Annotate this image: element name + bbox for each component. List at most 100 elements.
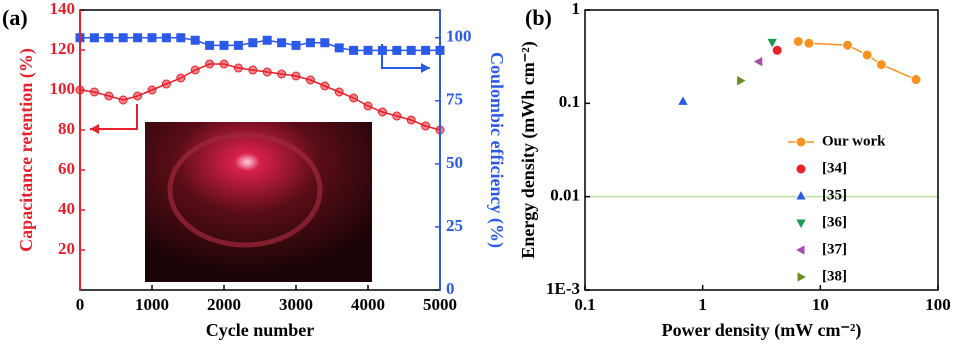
marker bbox=[176, 33, 186, 43]
marker bbox=[89, 87, 99, 97]
legend-marker bbox=[795, 136, 807, 148]
y-axis-label: Energy density (mWh cm⁻²) bbox=[518, 41, 539, 258]
marker bbox=[277, 69, 287, 79]
plot-frame bbox=[584, 9, 939, 291]
y-tick-label: 100 bbox=[50, 79, 76, 98]
marker bbox=[771, 44, 783, 56]
marker bbox=[161, 33, 171, 43]
marker bbox=[861, 49, 873, 61]
legend-label: Our work bbox=[822, 133, 886, 149]
marker bbox=[736, 74, 748, 87]
marker bbox=[803, 37, 815, 49]
marker bbox=[421, 45, 431, 55]
marker bbox=[219, 59, 229, 69]
marker bbox=[377, 45, 387, 55]
y-axis-label: Capacitance retention (%) bbox=[16, 48, 37, 252]
marker bbox=[305, 75, 315, 85]
y-tick-label: 1E-3 bbox=[546, 279, 580, 298]
marker bbox=[392, 111, 402, 121]
marker bbox=[305, 38, 315, 48]
marker bbox=[118, 95, 128, 105]
marker bbox=[421, 121, 431, 131]
y2-axis-label: Coulombic efficiency (%) bbox=[486, 52, 507, 248]
x-tick-label: 10 bbox=[812, 295, 829, 314]
marker bbox=[147, 33, 157, 43]
marker bbox=[377, 107, 387, 117]
marker bbox=[349, 93, 359, 103]
marker bbox=[291, 71, 301, 81]
x-tick-label: 3000 bbox=[279, 295, 313, 314]
y2-tick-label: 0 bbox=[446, 279, 455, 298]
marker bbox=[320, 38, 330, 48]
x-tick-label: 5000 bbox=[423, 295, 457, 314]
arrow-head bbox=[421, 63, 430, 73]
marker bbox=[406, 115, 416, 125]
y-tick-label: 120 bbox=[50, 39, 76, 58]
panel-label: (b) bbox=[525, 5, 552, 30]
inset-photo bbox=[145, 122, 372, 282]
marker bbox=[841, 39, 853, 51]
y-tick-label: 40 bbox=[58, 199, 75, 218]
marker bbox=[262, 67, 272, 77]
y-tick-label: 60 bbox=[58, 159, 75, 178]
marker bbox=[792, 35, 804, 47]
marker bbox=[118, 33, 128, 43]
marker bbox=[248, 38, 258, 48]
x-tick-label: 4000 bbox=[351, 295, 385, 314]
marker bbox=[205, 40, 215, 50]
marker bbox=[161, 79, 171, 89]
y-tick-label: 0.1 bbox=[559, 92, 580, 111]
legend-marker bbox=[794, 188, 808, 201]
y2-tick-label: 25 bbox=[446, 216, 463, 235]
y-tick-label: 1 bbox=[572, 0, 581, 18]
marker bbox=[676, 94, 690, 106]
x-tick-label: 0 bbox=[76, 295, 85, 314]
legend-label: [37] bbox=[822, 241, 847, 257]
marker bbox=[334, 43, 344, 53]
x-axis-label: Cycle number bbox=[206, 320, 314, 340]
legend-label: [38] bbox=[822, 268, 847, 284]
marker bbox=[363, 101, 373, 111]
marker bbox=[765, 37, 779, 50]
marker bbox=[147, 85, 157, 95]
inset-logo bbox=[167, 132, 323, 248]
arrow-left bbox=[90, 104, 138, 130]
marker bbox=[104, 33, 114, 43]
x-tick-label: 1000 bbox=[135, 295, 169, 314]
marker bbox=[334, 87, 344, 97]
marker bbox=[363, 45, 373, 55]
marker bbox=[233, 40, 243, 50]
legend-marker bbox=[795, 163, 807, 175]
x-tick-label: 1 bbox=[698, 295, 707, 314]
legend-marker bbox=[796, 270, 809, 284]
legend-label: [34] bbox=[822, 160, 847, 176]
x-tick-label: 2000 bbox=[207, 295, 241, 314]
marker bbox=[133, 33, 143, 43]
legend-marker bbox=[793, 243, 806, 257]
marker bbox=[176, 73, 186, 83]
legend-label: [35] bbox=[822, 187, 847, 203]
marker bbox=[910, 74, 922, 86]
marker bbox=[751, 55, 764, 68]
marker bbox=[233, 63, 243, 73]
marker bbox=[277, 38, 287, 48]
y2-tick-label: 50 bbox=[446, 153, 463, 172]
marker bbox=[190, 65, 200, 75]
marker bbox=[392, 45, 402, 55]
marker bbox=[248, 65, 258, 75]
marker bbox=[875, 59, 887, 71]
legend-marker bbox=[794, 218, 808, 231]
y2-tick-label: 100 bbox=[446, 27, 472, 46]
panel-label: (a) bbox=[2, 5, 28, 30]
series-line bbox=[798, 40, 917, 81]
marker bbox=[291, 40, 301, 50]
arrow-head bbox=[90, 124, 99, 134]
legend-label: [36] bbox=[822, 214, 847, 230]
x-tick-label: 100 bbox=[925, 295, 951, 314]
marker bbox=[205, 59, 215, 69]
marker bbox=[262, 35, 272, 45]
marker bbox=[406, 45, 416, 55]
y-tick-label: 140 bbox=[50, 0, 76, 18]
marker bbox=[133, 91, 143, 101]
